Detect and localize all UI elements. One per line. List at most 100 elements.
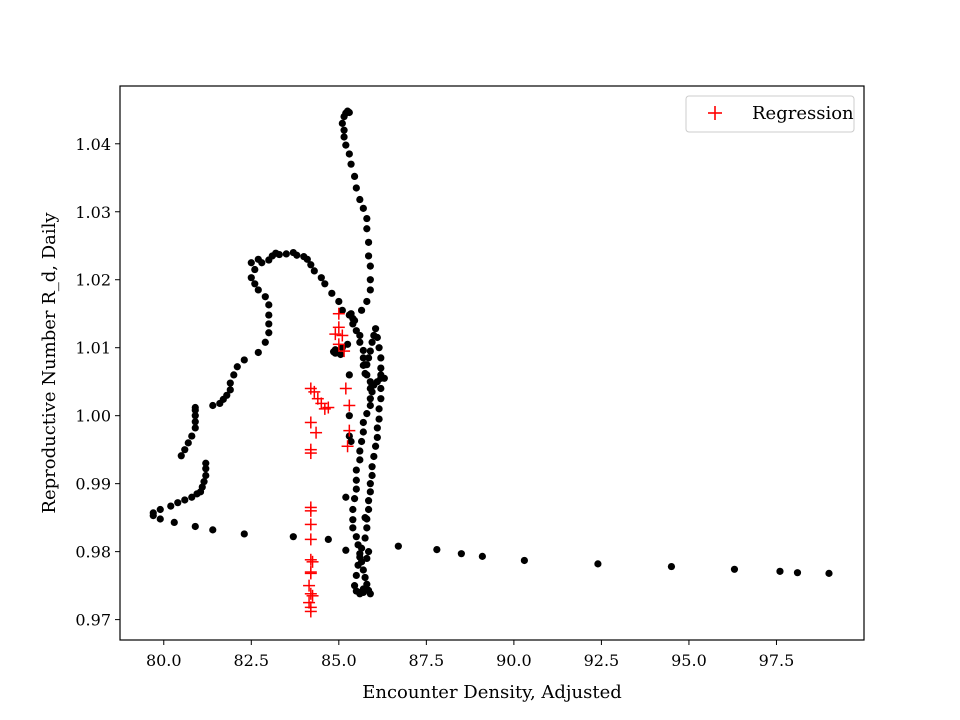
data-point: [340, 133, 348, 141]
data-point: [375, 415, 383, 423]
data-point: [343, 340, 352, 348]
x-tick-label: 80.0: [146, 651, 182, 670]
data-point: [352, 485, 360, 493]
y-tick-label: 0.98: [75, 543, 111, 562]
data-point: [377, 395, 385, 403]
data-point: [345, 108, 353, 117]
data-point: [364, 252, 373, 260]
x-tick-label: 92.5: [584, 651, 620, 670]
data-point: [338, 119, 346, 127]
data-point: [366, 488, 374, 496]
regression-point: [338, 345, 351, 358]
data-point: [377, 384, 385, 393]
regression-point: [308, 385, 321, 398]
data-point: [191, 403, 199, 412]
data-point: [293, 251, 301, 259]
data-point: [776, 567, 784, 575]
data-point: [303, 255, 311, 263]
data-point: [310, 267, 318, 275]
data-point: [338, 306, 346, 314]
data-point: [240, 530, 248, 538]
data-point: [247, 259, 255, 267]
data-point: [347, 437, 355, 446]
data-point: [363, 524, 371, 532]
data-point: [373, 424, 381, 432]
regression-point: [303, 579, 316, 592]
data-point: [356, 331, 364, 340]
data-point: [361, 573, 369, 582]
data-point: [247, 274, 255, 282]
data-point: [349, 505, 357, 514]
data-point: [321, 280, 329, 288]
data-point: [354, 561, 362, 569]
data-point: [363, 225, 371, 233]
data-point: [289, 533, 297, 541]
data-point: [251, 280, 259, 288]
data-point: [368, 471, 376, 480]
y-tick-label: 1.02: [75, 271, 111, 290]
data-point: [366, 262, 374, 270]
data-point: [375, 344, 383, 352]
data-point: [265, 301, 273, 309]
data-point: [363, 371, 371, 379]
data-point: [352, 571, 360, 580]
data-point: [394, 542, 402, 550]
data-point: [356, 338, 364, 346]
data-point: [335, 297, 343, 306]
data-point: [328, 289, 336, 297]
data-point: [198, 483, 206, 491]
data-point: [191, 522, 199, 531]
data-point: [359, 354, 367, 362]
legend-marker-regression: [708, 106, 722, 120]
y-tick-label: 1.04: [75, 135, 111, 154]
data-points: [149, 107, 833, 618]
data-point: [170, 518, 178, 527]
data-point: [200, 478, 208, 486]
data-point: [275, 250, 283, 259]
regression-point: [322, 401, 335, 414]
data-point: [356, 195, 364, 204]
data-point: [174, 499, 182, 507]
regression-point: [304, 605, 317, 618]
y-tick-label: 1.01: [75, 339, 111, 358]
data-point: [329, 348, 338, 356]
data-point: [233, 363, 241, 371]
data-point: [361, 514, 369, 522]
data-point: [366, 480, 374, 488]
data-point: [363, 554, 371, 563]
regression-point: [304, 567, 317, 580]
data-point: [317, 274, 325, 282]
data-point: [368, 338, 376, 346]
data-point: [352, 533, 360, 541]
data-point: [366, 347, 374, 355]
y-tick-label: 0.97: [75, 611, 111, 630]
legend-box: [685, 95, 855, 133]
data-point: [342, 493, 350, 501]
data-point: [371, 325, 380, 333]
data-point: [352, 184, 360, 192]
data-point: [368, 463, 376, 471]
regression-point: [332, 338, 345, 351]
x-axis-label: Encounter Density, Adjusted: [362, 682, 622, 703]
regression-point: [341, 440, 354, 453]
data-point: [191, 418, 199, 426]
data-point: [345, 150, 353, 158]
data-point: [345, 412, 353, 420]
data-point: [342, 546, 350, 554]
data-point: [377, 354, 385, 362]
regression-point: [343, 424, 356, 437]
legend: Regression: [685, 95, 855, 133]
data-point: [363, 297, 371, 306]
data-point: [366, 590, 374, 598]
regression-point: [303, 596, 316, 609]
plot-background: [120, 86, 864, 640]
data-point: [457, 550, 465, 558]
data-point: [357, 306, 366, 314]
regression-point: [304, 518, 317, 531]
data-point: [350, 582, 359, 590]
data-point: [209, 401, 217, 410]
data-point: [373, 433, 381, 442]
data-point: [359, 204, 367, 212]
data-point: [345, 371, 353, 379]
